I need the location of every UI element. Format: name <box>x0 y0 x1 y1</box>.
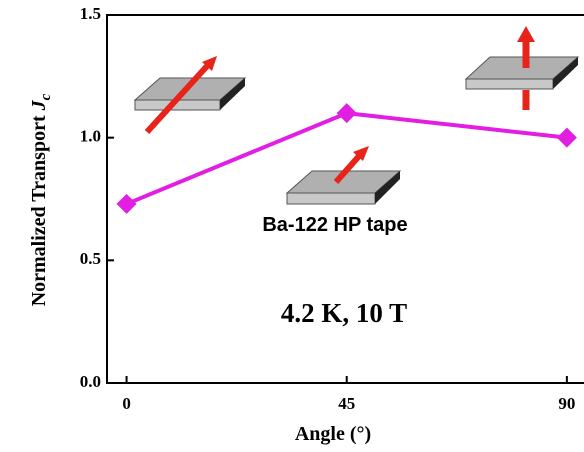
data-point <box>336 103 357 124</box>
data-point <box>116 193 137 214</box>
y-tick-label: 0.0 <box>80 372 101 391</box>
y-label-symbol: J <box>28 99 50 111</box>
annotation: 4.2 K, 10 T <box>281 298 407 328</box>
y-tick-label: 1.5 <box>80 4 101 23</box>
x-tick-label: 90 <box>558 394 575 413</box>
y-tick-label: 0.5 <box>80 249 101 268</box>
x-tick-label: 0 <box>122 394 131 413</box>
tape-icons <box>133 26 580 205</box>
x-tick-label: 45 <box>338 394 355 413</box>
x-axis-label: Angle (°) <box>295 423 371 445</box>
annotation: Ba-122 HP tape <box>262 214 407 236</box>
y-tick-label: 1.0 <box>80 127 101 146</box>
y-label-text: Normalized Transport <box>28 115 50 306</box>
y-label-subscript: c <box>38 93 54 100</box>
data-point <box>556 127 577 148</box>
axis-frame <box>106 14 584 384</box>
y-axis-label: Normalized Transport Jc <box>28 93 54 306</box>
